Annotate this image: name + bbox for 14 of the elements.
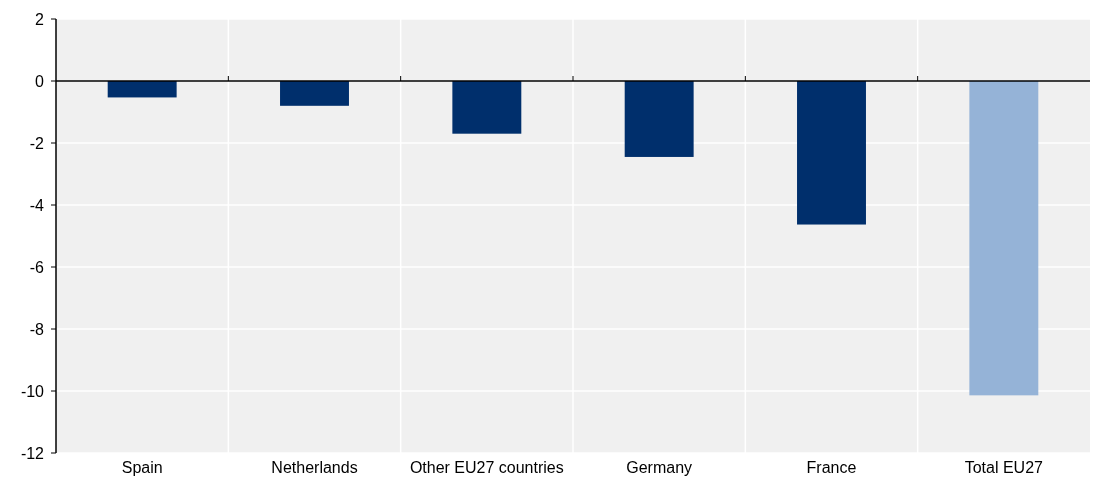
y-tick-label: -10 (20, 382, 45, 400)
y-tick-label: -8 (29, 320, 45, 338)
x-tick-label: Netherlands (271, 459, 358, 476)
x-tick-label: Total EU27 (964, 459, 1044, 476)
x-tick-label: Germany (626, 459, 693, 476)
x-tick-label: Other EU27 countries (409, 459, 564, 476)
y-tick-label: 2 (35, 10, 45, 28)
y-tick-label: -2 (29, 134, 45, 152)
x-tick-label: Spain (121, 459, 163, 476)
y-tick-label: -12 (20, 444, 45, 462)
y-tick-label: 0 (35, 72, 45, 90)
y-tick-label: -6 (29, 258, 45, 276)
y-tick-label: -4 (29, 196, 45, 214)
x-tick-label: France (806, 459, 857, 476)
